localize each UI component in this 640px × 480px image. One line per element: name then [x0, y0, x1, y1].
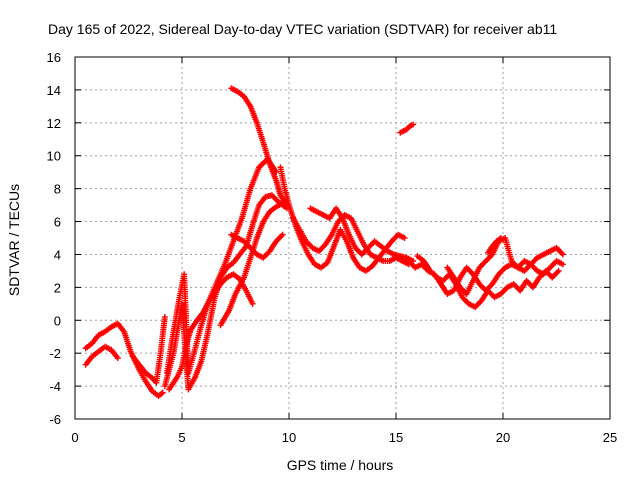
series-arc-17	[485, 235, 504, 256]
y-tick-label: -6	[49, 412, 61, 427]
series-arc-8	[228, 85, 290, 209]
data-point	[114, 355, 121, 362]
y-tick-label: 0	[54, 313, 61, 328]
data-point	[279, 231, 286, 238]
data-point	[249, 300, 256, 307]
y-tick-label: -2	[49, 346, 61, 361]
data-points	[82, 85, 566, 399]
y-tick-label: 16	[47, 50, 61, 65]
x-tick-label: 10	[282, 430, 296, 445]
axis-ticks: -6 -4 -2 0 2 4 6 8 10 12 14 16 0 5 10 15 20 25	[47, 50, 618, 445]
x-tick-label: 20	[496, 430, 510, 445]
data-point	[401, 235, 408, 241]
y-tick-label: 12	[47, 116, 61, 131]
series-arc-2	[82, 343, 121, 368]
data-point	[161, 313, 168, 320]
y-tick-label: 2	[54, 280, 61, 295]
y-tick-label: 4	[54, 247, 61, 262]
data-point	[410, 121, 417, 128]
series-arc-12	[307, 205, 417, 265]
series-arc-1	[82, 320, 166, 399]
y-tick-label: 8	[54, 182, 61, 197]
data-point	[559, 261, 566, 268]
x-axis-label: GPS time / hours	[287, 457, 394, 473]
series-arc-9	[228, 231, 286, 261]
plot-frame	[74, 56, 611, 420]
y-tick-label: 14	[47, 83, 61, 98]
chart-title: Day 165 of 2022, Sidereal Day-to-day VTE…	[48, 21, 557, 37]
y-axis-label: SDTVAR / TECUs	[6, 184, 22, 296]
series-arc-6	[161, 192, 290, 393]
data-point	[559, 251, 566, 258]
series-arc-3	[129, 313, 168, 386]
y-tick-label: -4	[49, 379, 61, 394]
data-point	[555, 267, 562, 274]
series-arc-15	[414, 253, 562, 311]
x-tick-label: 5	[178, 430, 185, 445]
x-tick-label: 25	[603, 430, 617, 445]
y-tick-label: 10	[47, 149, 61, 164]
x-tick-label: 15	[389, 430, 403, 445]
data-point	[159, 389, 166, 396]
x-tick-label: 0	[71, 430, 78, 445]
series-arc-7	[217, 200, 286, 329]
y-tick-label: 6	[54, 215, 61, 230]
data-point	[497, 235, 504, 241]
series-arc-13	[397, 121, 417, 136]
